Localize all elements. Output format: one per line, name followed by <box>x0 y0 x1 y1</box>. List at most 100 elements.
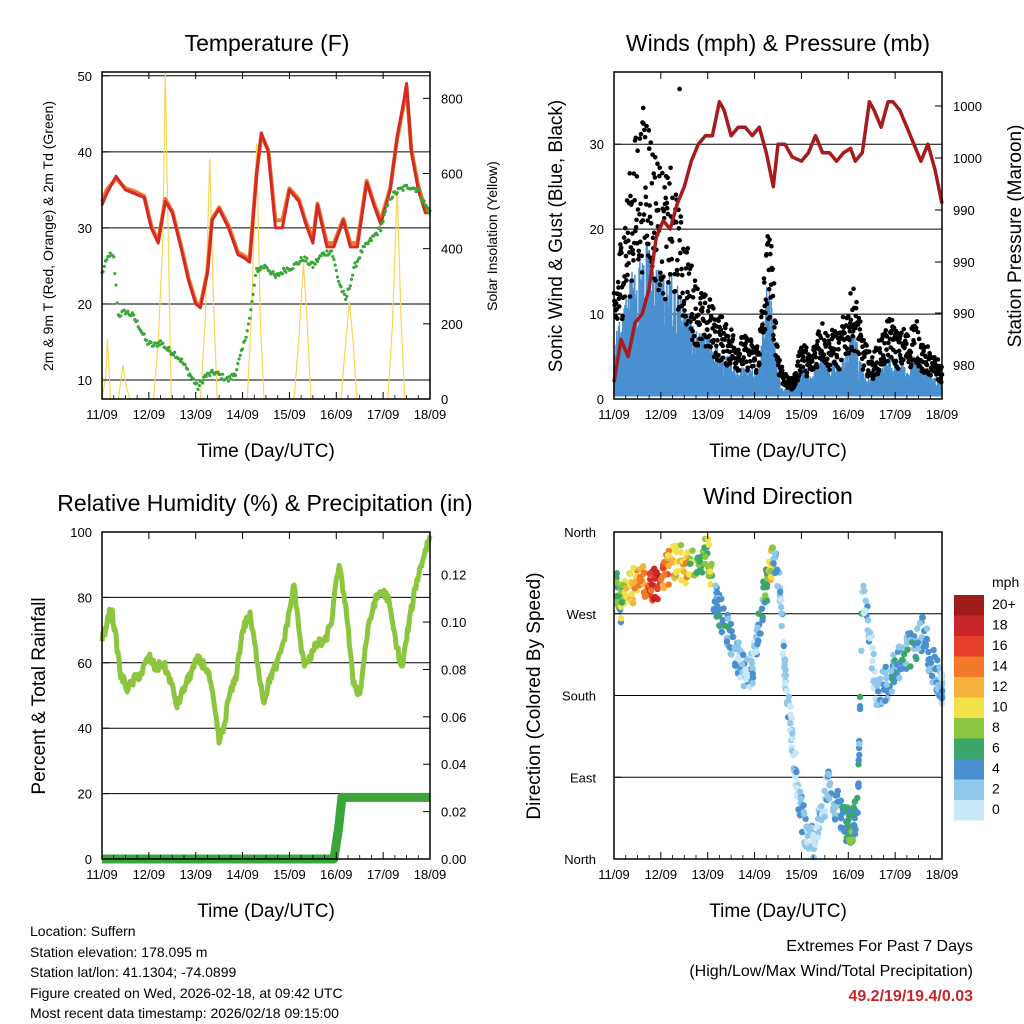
dewpoint-point <box>362 244 366 249</box>
gust-point <box>679 266 684 272</box>
y-tick-label: 50 <box>78 69 92 84</box>
direction-point <box>749 679 756 687</box>
direction-point <box>759 616 766 624</box>
gust-point <box>616 285 621 290</box>
precip-line <box>102 792 430 864</box>
gust-point <box>679 272 685 278</box>
speed-legend: mph 20+ 18 16 14 12 10 8 6 4 2 0 <box>954 574 1019 821</box>
direction-point <box>718 628 726 636</box>
dewpoint-point <box>331 254 335 259</box>
gust-point <box>720 343 726 349</box>
direction-point <box>749 665 756 673</box>
y-right-tick-label: 0.04 <box>441 757 466 772</box>
y-right-tick-label: 0 <box>441 392 448 407</box>
gust-point <box>864 343 869 348</box>
gust-point <box>737 351 743 357</box>
direction-point <box>744 656 751 663</box>
dewpoint-point <box>236 361 240 366</box>
dewpoint-point <box>122 308 126 312</box>
gust-point <box>904 341 909 347</box>
direction-point <box>866 634 874 642</box>
y-right-tick-label: 0.00 <box>441 852 466 867</box>
direction-point <box>637 577 644 585</box>
gust-point <box>861 363 867 368</box>
extremes-subtitle: (High/Low/Max Wind/Total Precipitation) <box>689 963 973 980</box>
winds-ylabel: Sonic Wind & Gust (Blue, Black) <box>546 100 567 372</box>
direction-point <box>893 661 901 668</box>
direction-point <box>913 625 921 632</box>
direction-point <box>630 600 637 607</box>
gust-point <box>775 344 780 349</box>
gust-point <box>893 349 898 355</box>
dewpoint-point <box>250 300 254 304</box>
dewpoint-point <box>105 258 109 262</box>
direction-point <box>789 730 796 737</box>
gust-point <box>648 221 654 226</box>
legend-swatch <box>954 738 984 759</box>
gust-point <box>860 367 866 372</box>
direction-point <box>680 568 688 575</box>
direction-point <box>839 803 846 810</box>
dewpoint-point <box>243 339 247 343</box>
direction-point <box>696 558 704 565</box>
gust-point <box>707 333 712 339</box>
gust-point <box>766 286 772 292</box>
gust-point <box>718 327 724 333</box>
direction-point <box>845 816 852 824</box>
dewpoint-point <box>151 343 156 348</box>
extremes-values: 49.2/19/19.4/0.03 <box>848 988 973 1005</box>
gust-point <box>627 171 633 176</box>
gust-point <box>615 316 620 321</box>
gust-point <box>689 311 695 317</box>
dewpoint-point <box>273 275 277 279</box>
gust-point <box>637 211 642 217</box>
direction-point <box>874 688 882 695</box>
gust-point <box>684 250 690 255</box>
winds-panel: Winds (mph) & Pressure (mb) 0 10 20 30 980 99… <box>546 30 1024 462</box>
gust-point <box>638 201 643 207</box>
gust-point <box>697 301 703 306</box>
dewpoint-point <box>204 374 208 378</box>
y-right-tick-label: 600 <box>441 166 463 181</box>
gust-point <box>639 270 645 275</box>
direction-point <box>930 646 937 654</box>
gust-point <box>861 337 866 343</box>
dewpoint-point <box>246 322 251 326</box>
dewpoint-point <box>252 283 256 287</box>
latlon-line: Station lat/lon: 41.1304; -74.0899 <box>30 964 237 980</box>
gust-point <box>652 175 658 180</box>
dewpoint-point <box>386 203 390 207</box>
direction-point <box>654 585 661 593</box>
y-tick-label: 60 <box>78 656 92 671</box>
direction-point <box>896 674 903 682</box>
gust-point <box>653 278 658 283</box>
dewpoint-point <box>114 283 118 287</box>
direction-point <box>873 677 880 684</box>
gust-point <box>661 208 667 214</box>
gust-point <box>801 354 806 360</box>
direction-point <box>641 569 648 576</box>
winds-xlabel: Time (Day/UTC) <box>709 441 847 462</box>
pressure-ylabel: Station Pressure (Maroon) <box>1005 125 1024 348</box>
gust-point <box>736 347 741 353</box>
gust-point <box>820 321 825 326</box>
direction-point <box>792 749 799 757</box>
x-tick-label: 12/09 <box>645 867 678 882</box>
gust-point <box>727 349 733 355</box>
direction-point <box>672 569 680 576</box>
gust-point <box>736 367 742 373</box>
y-tick-label: 20 <box>78 787 92 802</box>
direction-point <box>847 838 854 845</box>
y-right-tick-label: 800 <box>441 91 463 106</box>
gust-point <box>620 313 625 319</box>
direction-point <box>900 650 908 658</box>
direction-point <box>720 605 727 612</box>
direction-point <box>738 661 746 668</box>
legend-label: 8 <box>992 719 1000 735</box>
dewpoint-point <box>383 209 388 213</box>
dewpoint-point <box>334 268 338 273</box>
dewpoint-point <box>390 195 395 199</box>
legend-label: 20+ <box>992 596 1016 612</box>
direction-point <box>922 643 929 650</box>
gust-point <box>883 328 889 333</box>
